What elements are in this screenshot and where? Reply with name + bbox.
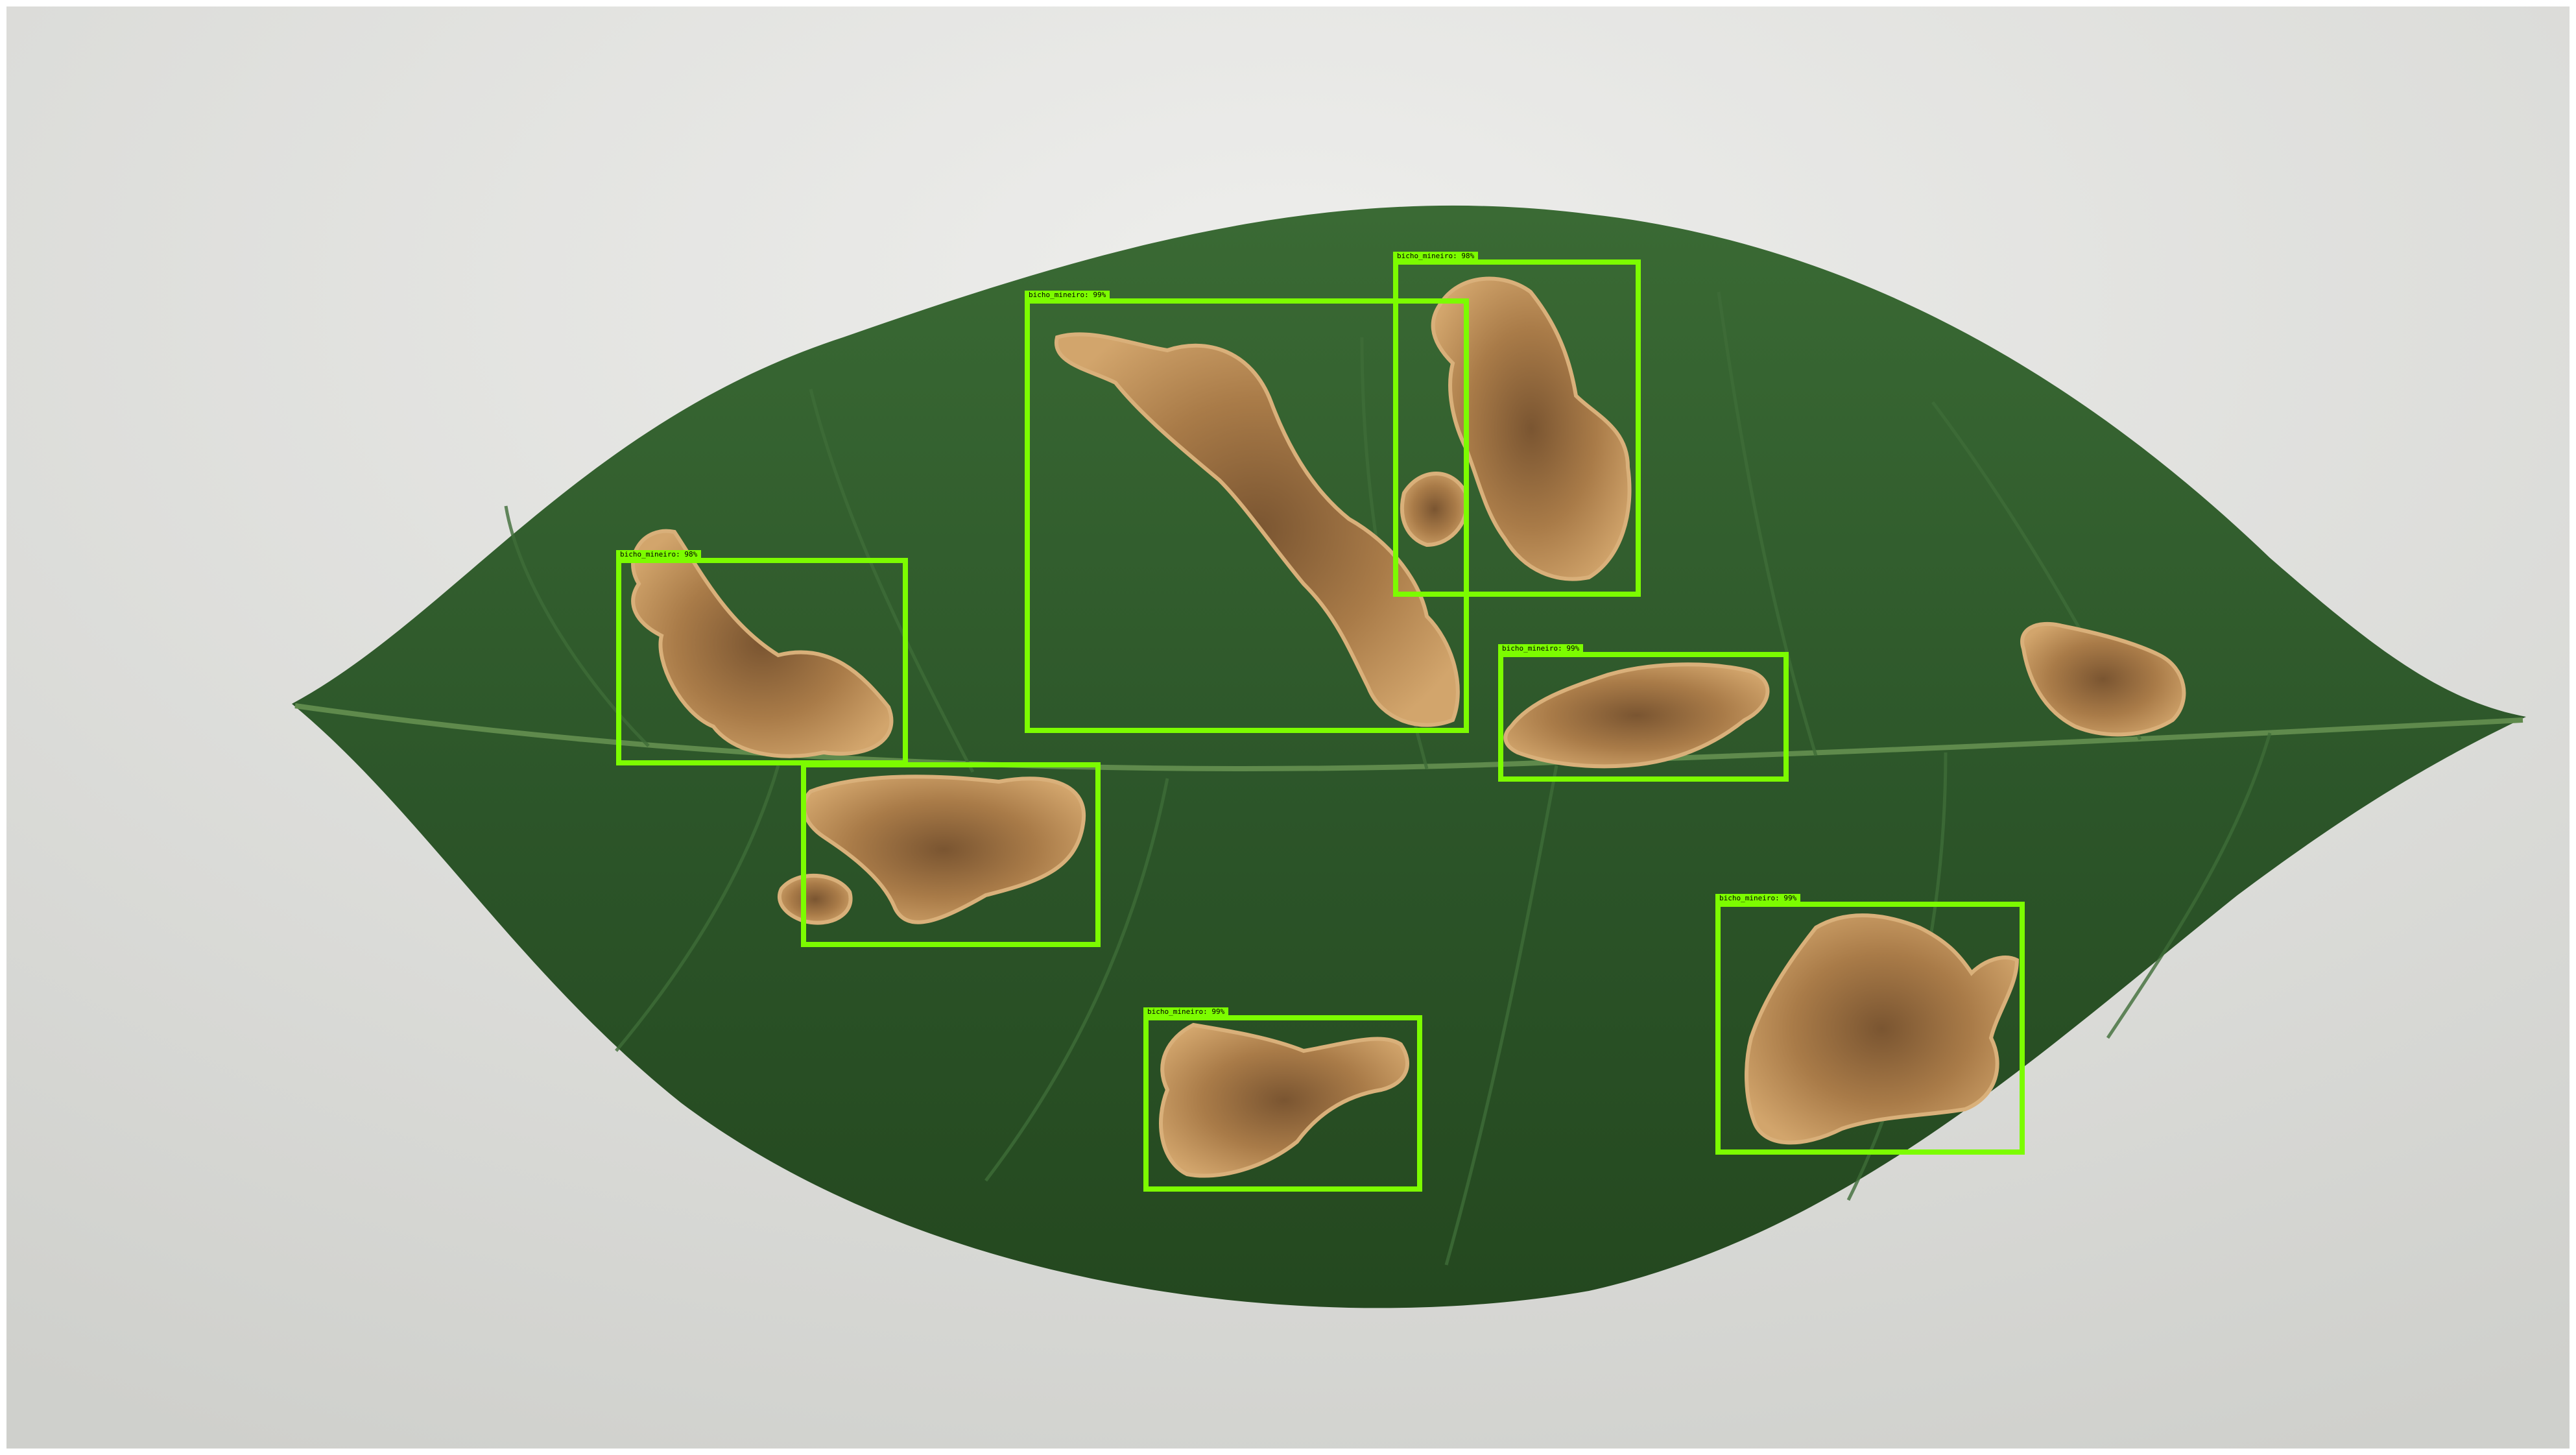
lesion-4	[1431, 276, 1632, 581]
lesion-2	[802, 775, 1086, 924]
detection-label: bicho_mineiro: 99%	[1025, 291, 1110, 300]
detection-box: bicho_mineiro: 98%	[616, 550, 908, 765]
detection-box: bicho_mineiro: 99%	[1025, 291, 1469, 733]
lesion-8	[1745, 913, 2020, 1145]
detection-label: bicho_mineiro: 99%	[1498, 644, 1584, 653]
leaf-midrib	[294, 703, 2523, 771]
detection-label: bicho_mineiro: 99%	[1143, 1007, 1229, 1016]
lesion-3	[1054, 332, 1460, 727]
detection-label: bicho_mineiro: 98%	[1393, 252, 1479, 261]
detection-box	[801, 762, 1101, 947]
lesion-6	[2020, 621, 2186, 737]
lesion-2b	[777, 874, 853, 925]
lesion-5	[1503, 662, 1770, 769]
detection-box: bicho_mineiro: 99%	[1715, 894, 2025, 1155]
detection-box: bicho_mineiro: 98%	[1393, 252, 1641, 597]
detection-box: bicho_mineiro: 99%	[1143, 1007, 1422, 1192]
detection-label: bicho_mineiro: 98%	[616, 550, 702, 559]
detection-box: bicho_mineiro: 99%	[1498, 644, 1789, 782]
detection-label: bicho_mineiro: 99%	[1715, 894, 1801, 903]
lesion-4b	[1400, 472, 1469, 547]
leaf-lesions	[631, 276, 2186, 1178]
lesion-7	[1159, 1022, 1409, 1178]
